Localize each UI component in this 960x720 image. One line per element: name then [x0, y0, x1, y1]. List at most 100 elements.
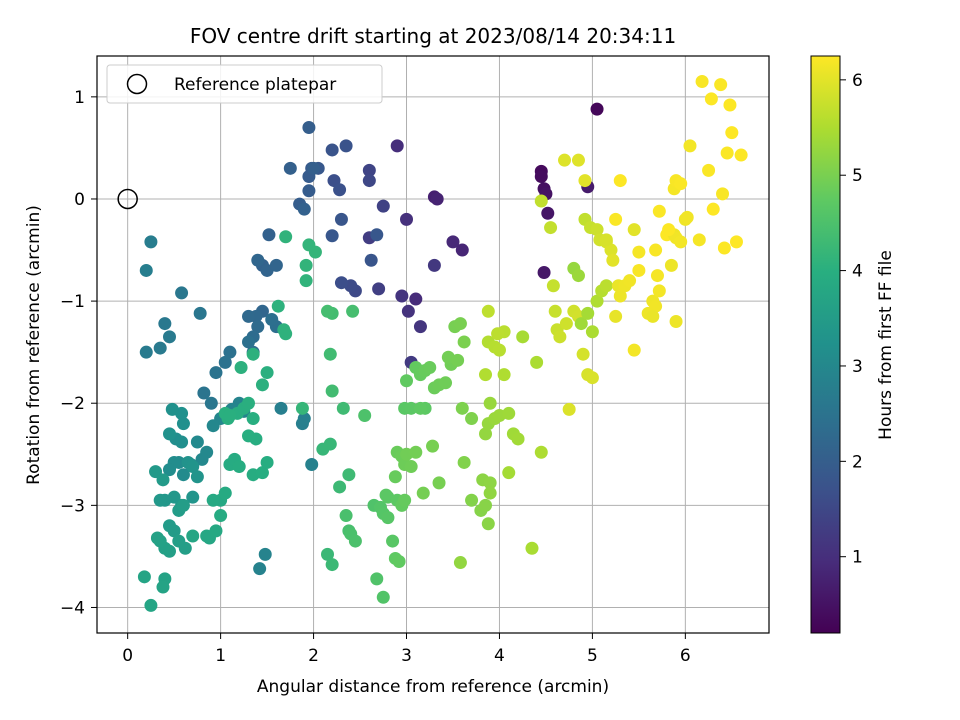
reference-marker: [117, 188, 138, 210]
x-tick-label: 6: [680, 646, 691, 666]
data-point: [325, 384, 339, 398]
data-point: [246, 412, 260, 426]
data-point: [426, 439, 440, 453]
data-point: [706, 202, 720, 216]
data-point: [242, 335, 256, 349]
data-point: [158, 317, 172, 331]
data-point: [325, 143, 339, 157]
data-point: [413, 401, 427, 415]
data-point: [604, 243, 618, 257]
data-point: [479, 427, 493, 441]
colorbar-tick-label: 3: [852, 357, 863, 377]
data-point: [455, 401, 469, 415]
x-tick-label: 2: [308, 646, 319, 666]
data-point: [333, 183, 347, 197]
data-point: [255, 378, 269, 392]
data-point: [562, 402, 576, 416]
data-point: [392, 555, 406, 569]
data-point: [492, 343, 506, 357]
colorbar-tick-label: 1: [852, 548, 863, 568]
data-point: [321, 547, 335, 561]
data-point: [502, 466, 516, 480]
reference-point: [117, 188, 138, 210]
data-point: [175, 286, 189, 300]
legend: Reference platepar: [106, 64, 383, 104]
y-axis-ticks: −4 −3 −2 −1 0 1: [60, 88, 97, 618]
data-point: [150, 531, 164, 545]
data-point: [251, 320, 265, 334]
data-point: [516, 330, 530, 344]
data-point: [223, 408, 237, 422]
data-point: [334, 276, 348, 290]
data-point: [137, 570, 151, 584]
data-point: [186, 529, 200, 543]
data-point: [716, 187, 730, 201]
data-point: [364, 253, 378, 267]
data-point: [388, 470, 402, 484]
data-point: [680, 210, 694, 224]
data-point: [613, 174, 627, 188]
data-point: [336, 401, 350, 415]
data-point: [162, 330, 176, 344]
data-point: [251, 253, 265, 267]
data-point: [197, 386, 211, 400]
data-point: [427, 258, 441, 272]
data-point: [401, 304, 415, 318]
data-point: [491, 327, 505, 341]
data-point: [613, 289, 627, 303]
data-point: [717, 241, 731, 255]
data-point: [214, 509, 228, 523]
data-point: [497, 368, 511, 382]
data-point: [339, 139, 353, 153]
data-point: [323, 437, 337, 451]
data-point: [269, 258, 283, 272]
data-point: [483, 486, 497, 500]
data-point: [457, 455, 471, 469]
data-point: [381, 511, 395, 525]
data-point: [302, 120, 316, 134]
plot-frame: [96, 55, 770, 634]
data-point: [271, 299, 285, 313]
data-point: [404, 401, 418, 415]
data-point: [176, 417, 190, 431]
data-point: [525, 541, 539, 555]
colorbar-gradient: [810, 55, 841, 634]
data-point: [720, 146, 734, 160]
legend-entry-label: Reference platepar: [174, 75, 336, 95]
data-point: [609, 212, 623, 226]
data-point: [585, 325, 599, 339]
data-point: [453, 317, 467, 331]
data-point: [297, 202, 311, 216]
data-point: [546, 279, 560, 293]
data-point: [465, 493, 479, 507]
data-point: [299, 258, 313, 272]
x-tick-label: 4: [494, 646, 505, 666]
data-point: [246, 347, 260, 361]
data-point: [627, 343, 641, 357]
y-tick-label: −4: [60, 598, 85, 618]
data-point: [153, 341, 167, 355]
data-point: [218, 355, 232, 369]
data-point: [299, 274, 313, 288]
data-point: [652, 204, 666, 218]
data-point: [734, 148, 748, 162]
y-tick-label: −1: [60, 292, 85, 312]
data-point: [714, 78, 728, 92]
data-point: [209, 366, 223, 380]
data-point: [451, 353, 465, 367]
data-point: [156, 580, 170, 594]
data-point: [376, 199, 390, 213]
data-point: [139, 345, 153, 359]
x-tick-label: 0: [122, 646, 133, 666]
data-point: [704, 92, 718, 106]
y-tick-label: 0: [74, 190, 85, 210]
data-point: [723, 98, 737, 112]
grid: [97, 56, 769, 633]
data-point: [186, 460, 200, 474]
data-point: [652, 284, 666, 298]
data-point: [176, 468, 190, 482]
data-point: [372, 282, 386, 296]
x-tick-label: 1: [215, 646, 226, 666]
data-point: [692, 233, 706, 247]
